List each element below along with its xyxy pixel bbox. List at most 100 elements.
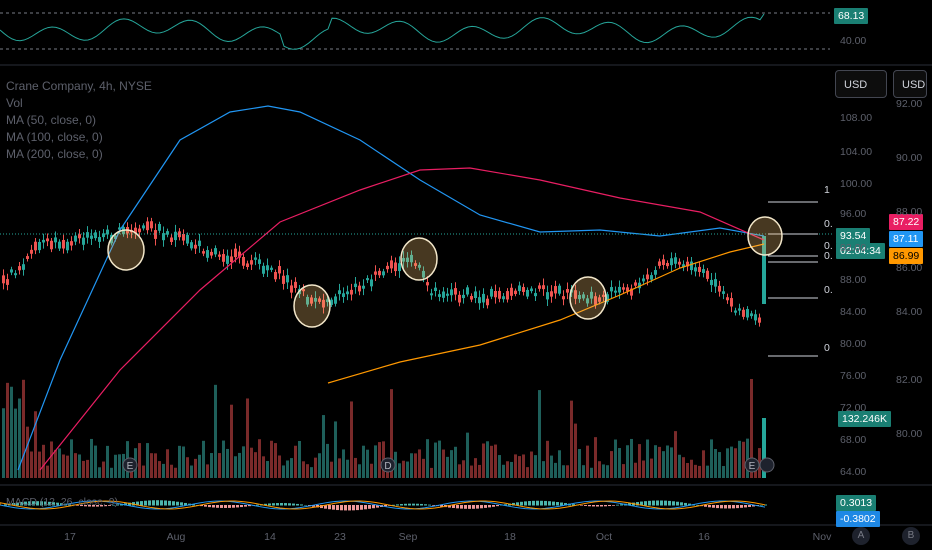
macd-histogram-bar (108, 505, 111, 506)
macd-histogram-bar (300, 504, 303, 506)
candle-body (750, 313, 753, 317)
candle-body (666, 262, 669, 267)
candle-body (270, 267, 273, 270)
macd-histogram-bar (88, 505, 91, 507)
left-axis-tick: 88.00 (840, 274, 867, 286)
macd-histogram-bar (276, 503, 279, 506)
candle-body (238, 251, 241, 258)
volume-bar (622, 464, 625, 478)
macd-histogram-bar (492, 505, 495, 507)
left-axis-tick: 96.00 (840, 208, 867, 220)
macd-histogram-bar (48, 501, 51, 506)
candle-body (58, 241, 61, 249)
volume-bar (154, 453, 157, 478)
macd-histogram-bar (580, 505, 583, 506)
ma50-badge: 87.11 (889, 231, 923, 247)
candle-body (66, 241, 69, 251)
candle-body (594, 296, 597, 305)
candle-body (502, 296, 505, 300)
macd-histogram-bar (712, 505, 715, 508)
volume-bar (342, 449, 345, 478)
candle-body (418, 264, 421, 268)
macd-histogram-bar (76, 505, 79, 506)
volume-bar (10, 386, 13, 478)
volume-bar (438, 440, 441, 478)
volume-bar (302, 461, 305, 478)
volume-bar (362, 445, 365, 478)
candle-body (526, 289, 529, 297)
volume-bar (246, 398, 249, 478)
macd-histogram-bar (172, 501, 175, 506)
legend-vol[interactable]: Vol (6, 96, 23, 110)
macd-histogram-bar (80, 505, 83, 507)
macd-histogram-bar (688, 503, 691, 506)
volume-bar (426, 439, 429, 478)
macd-histogram-bar (244, 505, 247, 507)
volume-bar (574, 423, 577, 478)
legend-ma50[interactable]: MA (50, close, 0) (6, 113, 97, 127)
macd-histogram-bar (488, 505, 491, 508)
volume-bar (58, 448, 61, 478)
legend-ma200[interactable]: MA (200, close, 0) (6, 147, 103, 161)
macd-histogram-bar (752, 505, 755, 507)
right-axis-tick: 80.00 (896, 428, 923, 440)
macd-histogram-bar (480, 505, 483, 509)
candle-body (442, 291, 445, 298)
volume-bar (690, 459, 693, 478)
auto-scale-button[interactable]: A (852, 527, 870, 545)
fib-level-label: 1 (824, 184, 830, 196)
log-scale-button[interactable]: B (902, 527, 920, 545)
candle-body (178, 231, 181, 238)
volume-bar (46, 465, 49, 478)
macd-histogram-bar (292, 503, 295, 506)
volume-bar (710, 439, 713, 478)
macd-histogram-bar (408, 503, 411, 506)
macd-histogram-bar (364, 505, 367, 510)
currency-button-left[interactable]: USD (835, 70, 887, 98)
left-axis-tick: 104.00 (840, 146, 873, 158)
macd-histogram-bar (416, 503, 419, 506)
candle-body (722, 291, 725, 294)
candle-body (26, 256, 29, 259)
volume-bar (210, 453, 213, 478)
volume-bar (114, 454, 117, 478)
volume-bar (610, 451, 613, 478)
macd-histogram-bar (284, 503, 287, 506)
volume-bar (746, 438, 749, 478)
candle-body (470, 296, 473, 300)
volume-bar (458, 464, 461, 478)
volume-bar (422, 458, 425, 478)
macd-histogram-bar (584, 505, 587, 506)
candle-body (210, 251, 213, 256)
macd-histogram-bar (352, 505, 355, 511)
fib-level-label: 0 (824, 342, 830, 354)
candle-body (42, 239, 45, 243)
macd-histogram-bar (664, 500, 667, 506)
macd-histogram-bar (464, 505, 467, 509)
candle-body (310, 297, 313, 304)
candle-body (82, 237, 85, 245)
left-axis-tick: 100.00 (840, 178, 873, 190)
macd-histogram-bar (672, 501, 675, 506)
volume-bar (206, 464, 209, 478)
macd-histogram-bar (660, 500, 663, 506)
candle-body (542, 285, 545, 290)
volume-bar (318, 453, 321, 478)
currency-button-right[interactable]: USD (893, 70, 927, 98)
macd-histogram-bar (724, 505, 727, 509)
volume-bar (666, 445, 669, 478)
macd-histogram-bar (100, 505, 103, 507)
macd-histogram-bar (524, 501, 527, 506)
volume-bar (594, 437, 597, 478)
macd-histogram-bar (544, 500, 547, 506)
event-marker-label: D (384, 461, 391, 472)
legend-ma100[interactable]: MA (100, close, 0) (6, 130, 103, 144)
macd-histogram-bar (44, 501, 47, 506)
candle-body (574, 290, 577, 299)
volume-bar (54, 449, 57, 478)
split-marker (759, 457, 775, 473)
volume-bar (494, 444, 497, 478)
candle-body (682, 264, 685, 268)
volume-bar (586, 445, 589, 478)
